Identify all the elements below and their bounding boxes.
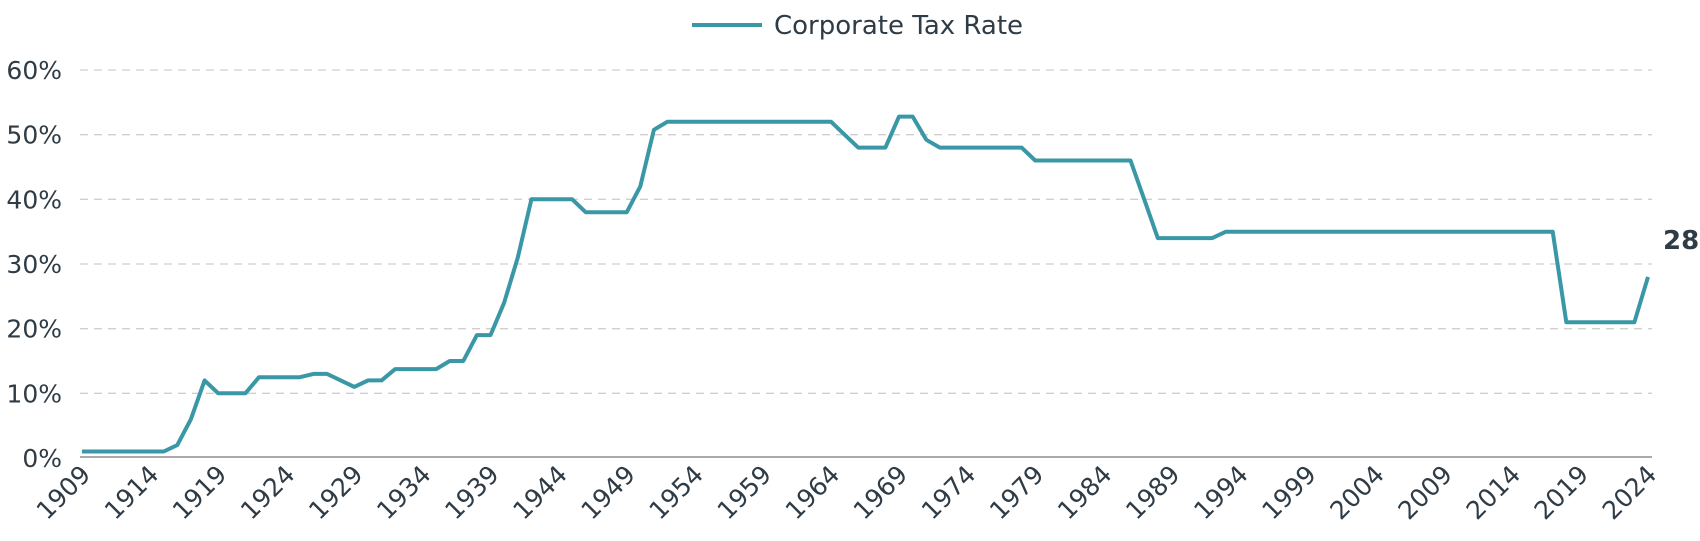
x-tick-label: 2004 <box>1324 460 1389 525</box>
x-tick-label: 1979 <box>984 460 1049 525</box>
legend-label: Corporate Tax Rate <box>774 11 1023 41</box>
x-tick-label: 1984 <box>1052 460 1117 525</box>
legend: Corporate Tax Rate <box>692 11 1023 41</box>
y-tick-label: 20% <box>6 315 62 344</box>
x-tick-label: 1939 <box>439 460 504 525</box>
gridlines <box>80 69 1652 394</box>
series-line-corporate-tax-rate <box>82 114 1650 454</box>
end-value-label: 28 <box>1663 226 1699 256</box>
x-tick-label: 1919 <box>167 460 232 525</box>
x-tick-label: 1914 <box>99 460 164 525</box>
x-tick-label: 1934 <box>371 460 436 525</box>
y-tick-label: 30% <box>6 250 62 279</box>
series <box>82 114 1650 454</box>
x-tick-label: 1954 <box>644 460 709 525</box>
x-tick-label: 1944 <box>507 460 572 525</box>
y-tick-label: 0% <box>22 444 62 473</box>
x-tick-label: 2009 <box>1392 460 1457 525</box>
x-tick-label: 1994 <box>1188 460 1253 525</box>
x-tick-label: 1999 <box>1256 460 1321 525</box>
x-tick-label: 1959 <box>712 460 777 525</box>
x-tick-label: 1949 <box>575 460 640 525</box>
x-tick-label: 1964 <box>780 460 845 525</box>
y-tick-label: 10% <box>6 379 62 408</box>
y-axis-ticks: 0% 10% 20% 30% 40% 50% 60% <box>6 56 62 473</box>
x-tick-label: 1989 <box>1120 460 1185 525</box>
y-tick-label: 50% <box>6 121 62 150</box>
y-tick-label: 40% <box>6 185 62 214</box>
x-tick-label: 1969 <box>848 460 913 525</box>
x-tick-label: 1929 <box>303 460 368 525</box>
x-tick-label: 1974 <box>916 460 981 525</box>
x-tick-label: 1924 <box>235 460 300 525</box>
x-axis-ticks: 1909 1914 1919 1924 1929 1934 1939 1944 1949 1954… <box>31 460 1662 525</box>
y-tick-label: 60% <box>6 56 62 85</box>
x-tick-label: 2024 <box>1597 460 1662 525</box>
x-tick-label: 2019 <box>1529 460 1594 525</box>
x-tick-label: 2014 <box>1461 460 1526 525</box>
